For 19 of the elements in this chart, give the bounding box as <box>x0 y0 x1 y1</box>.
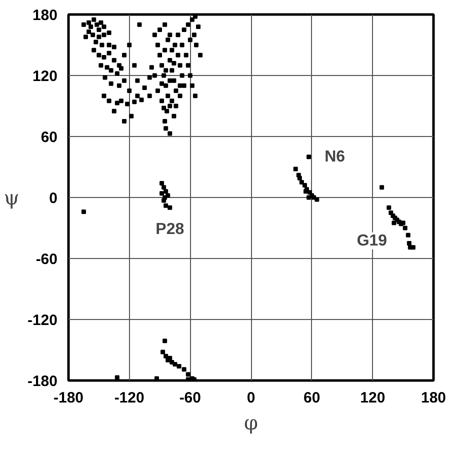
y-tick-label: 60 <box>40 129 58 146</box>
x-tick-label: -60 <box>179 390 202 406</box>
x-tick-label: -120 <box>114 390 144 406</box>
x-tick-label: -180 <box>53 390 84 406</box>
x-axis-title: φ <box>244 410 258 434</box>
y-tick-label: -60 <box>36 251 58 268</box>
annotation: N6 <box>324 148 346 166</box>
y-tick-label: 180 <box>32 7 58 24</box>
x-tick-label: 0 <box>246 390 256 406</box>
y-tick-label: 120 <box>32 68 58 85</box>
x-tick-label: 60 <box>303 390 320 406</box>
y-tick-label: 0 <box>49 190 58 207</box>
y-tick-label: -120 <box>27 312 58 329</box>
annotation: P28 <box>156 221 184 238</box>
x-tick-label: 120 <box>360 390 386 406</box>
y-tick-label: -180 <box>27 373 58 390</box>
annotation: G19 <box>356 232 388 250</box>
y-axis-title: ψ <box>4 186 20 210</box>
x-tick-label: 180 <box>420 390 446 406</box>
